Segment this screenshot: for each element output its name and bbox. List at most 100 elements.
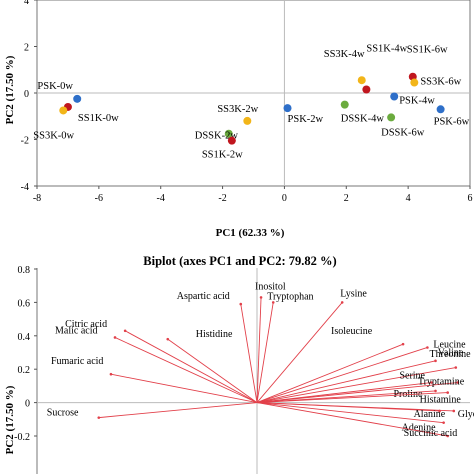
biplot-y-tick-label: -0.2 bbox=[14, 432, 30, 443]
biplot-vector-threonine bbox=[256, 360, 436, 404]
biplot-vector-tip bbox=[456, 381, 460, 384]
biplot-vector-tip bbox=[401, 342, 405, 346]
biplot-vector-tip bbox=[430, 381, 433, 384]
biplot-vector-tip bbox=[446, 434, 449, 438]
score-point-label: DSSK-2w bbox=[195, 131, 239, 142]
score-plot-y-tick-label: -2 bbox=[21, 136, 29, 147]
score-plot-y-axis-title: PC2 (17.50 %) bbox=[4, 55, 16, 124]
biplot-variable-label: Inositol bbox=[255, 281, 286, 292]
biplot-vector-tryptophan bbox=[256, 302, 274, 403]
biplot-vector-tryptamine bbox=[256, 382, 458, 404]
biplot-variable-label: Citric acid bbox=[65, 319, 107, 330]
biplot-y-tick-label: 0.8 bbox=[18, 265, 31, 276]
biplot-vector-sucrose bbox=[98, 402, 258, 419]
score-point-ss3k-2w bbox=[243, 116, 252, 125]
score-point-label: SS3K-0w bbox=[33, 130, 74, 141]
biplot-variable-label: Isoleucine bbox=[331, 326, 373, 337]
biplot-vector-tip bbox=[340, 301, 344, 304]
score-plot-y-tick-label: 2 bbox=[24, 43, 29, 54]
score-point-ss3k-4w bbox=[357, 76, 366, 85]
biplot-vector-tip bbox=[123, 329, 127, 333]
biplot-vector-tip bbox=[452, 409, 456, 413]
score-plot-x-tick-label: 2 bbox=[344, 193, 349, 204]
score-point-ss1k-2w bbox=[227, 136, 236, 145]
biplot-variable-label: Valine bbox=[438, 348, 464, 359]
biplot-vector-malic-acid bbox=[114, 337, 258, 404]
score-point-label: SS1K-2w bbox=[202, 150, 243, 161]
biplot-variable-label: Lysine bbox=[340, 288, 367, 299]
pca-biplot: Biplot (axes PC1 and PC2: 79.82 %) -0.2 0… bbox=[4, 254, 474, 474]
score-point-ss1k-4w bbox=[362, 85, 371, 94]
score-plot-x-tick-label: -6 bbox=[95, 193, 103, 204]
biplot-vector-histidine bbox=[167, 338, 258, 403]
biplot-vector-tip bbox=[271, 301, 275, 304]
biplot-vector-tip bbox=[113, 336, 117, 339]
biplot-vector-inositol bbox=[256, 297, 262, 403]
biplot-variable-label: Leucine bbox=[433, 339, 466, 350]
biplot-vector-tip bbox=[454, 366, 458, 369]
score-point-label: SS3K-4w bbox=[324, 49, 365, 60]
score-point-dssk-6w bbox=[387, 113, 396, 122]
score-plot-y-tick-label: 4 bbox=[24, 0, 29, 7]
biplot-vector-tip bbox=[426, 346, 429, 349]
biplot-vector-tip bbox=[434, 389, 437, 393]
biplot-variable-label: Histamine bbox=[420, 395, 462, 406]
biplot-variable-label: Fumaric acid bbox=[51, 356, 103, 367]
pca-score-plot: -8 -6 -4 -2 0 2 4 6 -4 -2 0 2 4 PSK-0w SS1K-0w SS3K-0w S… bbox=[4, 0, 473, 239]
biplot-vector-valine bbox=[256, 367, 456, 404]
score-point-label: SS1K-4w bbox=[366, 44, 407, 55]
biplot-variable-label: Succinic acid bbox=[404, 428, 458, 439]
biplot-y-axis-title: PC2 (17.50 %) bbox=[4, 385, 16, 454]
score-plot-x-axis-title: PC1 (62.33 %) bbox=[216, 227, 285, 239]
biplot-variable-label: Histidine bbox=[196, 329, 233, 340]
biplot-vector-tip bbox=[239, 302, 243, 306]
score-plot-x-tick-label: 6 bbox=[468, 193, 473, 204]
biplot-title: Biplot (axes PC1 and PC2: 79.82 %) bbox=[143, 254, 336, 268]
biplot-vector-tip bbox=[97, 416, 101, 419]
biplot-y-tick-label: 0.2 bbox=[18, 365, 31, 376]
biplot-vector-citric-acid bbox=[124, 330, 258, 403]
biplot-variable-label: Malic acid bbox=[55, 325, 97, 336]
biplot-vector-tip bbox=[442, 421, 445, 424]
score-plot-x-tick-label: 4 bbox=[406, 193, 411, 204]
score-point-label: SS3K-6w bbox=[420, 77, 461, 88]
biplot-variable-label: Serine bbox=[399, 371, 425, 382]
biplot-vector-histamine bbox=[256, 392, 448, 404]
biplot-vector-lysine bbox=[256, 302, 343, 403]
score-point-label: PSK-6w bbox=[434, 116, 470, 127]
score-point-psk-2w bbox=[283, 104, 292, 113]
score-point-dssk-2w bbox=[224, 129, 233, 138]
biplot-vector-isoleucine bbox=[256, 343, 404, 404]
score-plot-x-tick-label: -4 bbox=[157, 193, 165, 204]
biplot-variable-label: Tryptamine bbox=[418, 377, 465, 388]
biplot-y-tick-label: 0.6 bbox=[18, 298, 31, 309]
score-point-label: SS1K-0w bbox=[78, 113, 119, 124]
biplot-vector-succinic-acid bbox=[256, 402, 448, 437]
score-point-label: SS1K-6w bbox=[407, 45, 448, 56]
score-plot-x-tick-label: -8 bbox=[33, 193, 41, 204]
biplot-vector-glycine bbox=[256, 402, 454, 412]
biplot-vector-tip bbox=[109, 372, 113, 376]
score-point-psk-4w bbox=[390, 92, 399, 101]
score-plot-area: -8 -6 -4 -2 0 2 4 6 -4 -2 0 2 4 PSK-0w SS1K-0w SS3K-0w S… bbox=[21, 0, 473, 204]
biplot-variable-label: Aspartic acid bbox=[177, 291, 230, 302]
score-plot-y-tick-label: -4 bbox=[21, 182, 29, 193]
biplot-variable-label: Tryptophan bbox=[267, 291, 313, 302]
biplot-vector-tip bbox=[446, 391, 449, 394]
score-point-label: SS3K-2w bbox=[217, 104, 258, 115]
score-point-label: PSK-2w bbox=[288, 114, 324, 125]
score-point-dssk-4w bbox=[340, 100, 349, 109]
biplot-vector-adenine bbox=[256, 402, 444, 424]
biplot-variable-label: Sucrose bbox=[47, 408, 79, 419]
biplot-variable-label: Glycine bbox=[458, 409, 474, 420]
biplot-variable-label: Alanine bbox=[414, 409, 446, 420]
biplot-variable-label: Threonine bbox=[430, 349, 472, 360]
score-point-ss3k-0w bbox=[59, 106, 68, 115]
score-point-label: DSSK-4w bbox=[341, 114, 385, 125]
biplot-vector-leucine bbox=[256, 347, 428, 404]
score-point-psk-6w bbox=[436, 105, 445, 114]
score-plot-y-tick-label: 0 bbox=[24, 89, 29, 100]
score-point-label: DSSK-6w bbox=[381, 127, 425, 138]
score-plot-x-tick-label: 0 bbox=[282, 193, 287, 204]
